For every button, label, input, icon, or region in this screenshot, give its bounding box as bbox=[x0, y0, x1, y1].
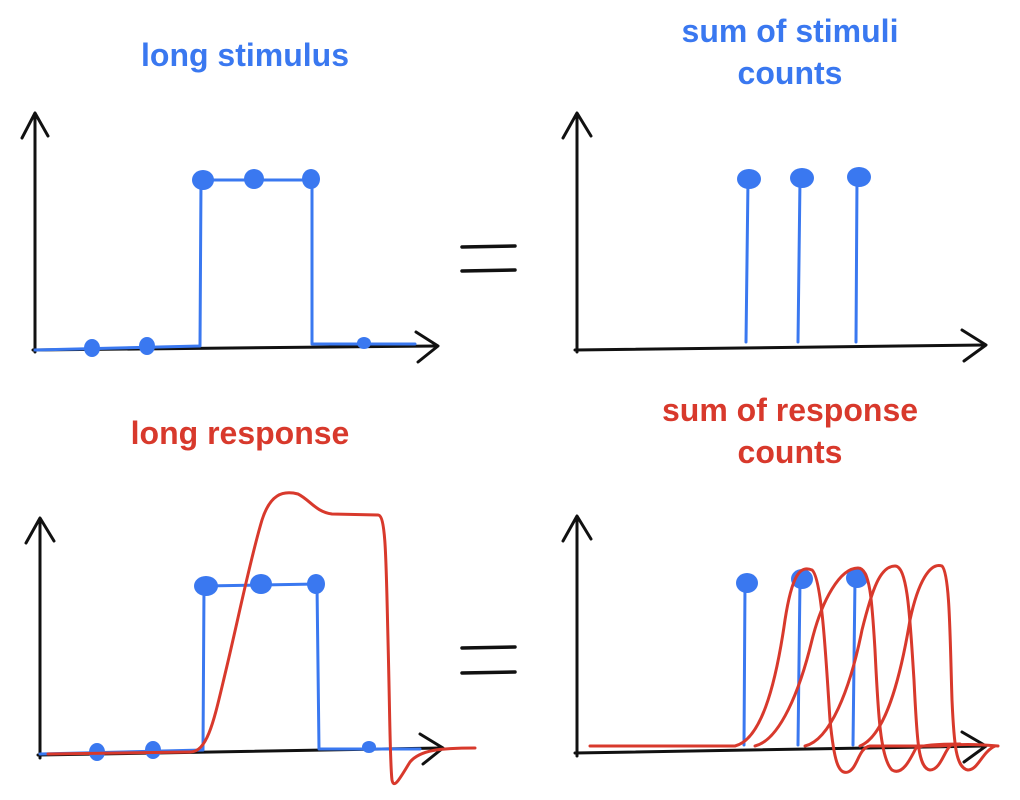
stimulus-pulse bbox=[35, 180, 415, 350]
stimulus-dot bbox=[84, 339, 100, 357]
stimulus-dot bbox=[192, 170, 214, 190]
response-curve-baseline bbox=[590, 569, 998, 773]
panel-sum-of-stimuli bbox=[563, 113, 986, 361]
stimulus-stem bbox=[798, 179, 800, 342]
stimulus-dot bbox=[736, 573, 758, 593]
axes-sum-of-response bbox=[563, 516, 986, 762]
response-curve bbox=[755, 568, 960, 771]
panel-sum-of-response bbox=[563, 516, 998, 772]
stimulus-dot bbox=[250, 574, 272, 594]
equals-icon bbox=[462, 647, 515, 673]
axes-long-response bbox=[26, 518, 443, 764]
stimulus-stems bbox=[746, 178, 857, 342]
panel-long-response bbox=[26, 493, 475, 784]
stimulus-dot bbox=[847, 167, 871, 187]
stimulus-dot bbox=[307, 574, 325, 594]
stimulus-dot bbox=[357, 337, 371, 349]
stimulus-dot bbox=[302, 169, 320, 189]
stimulus-dot bbox=[194, 576, 218, 596]
axes-long-stimulus bbox=[22, 113, 438, 362]
x-axis bbox=[575, 345, 985, 350]
stimulus-stem-heads bbox=[737, 167, 871, 189]
stimulus-dot bbox=[790, 168, 814, 188]
stimulus-dots bbox=[89, 574, 376, 761]
stimulus-stem bbox=[856, 178, 857, 342]
stimulus-stem bbox=[798, 580, 800, 745]
response-curves bbox=[590, 565, 998, 772]
stimulus-stem bbox=[746, 180, 748, 342]
equals-icon bbox=[462, 246, 515, 271]
stimulus-stem bbox=[744, 584, 745, 745]
stimulus-dot bbox=[737, 169, 761, 189]
stimulus-dot bbox=[145, 741, 161, 759]
stimulus-dot bbox=[362, 741, 376, 753]
response-curve bbox=[48, 493, 475, 784]
panel-long-stimulus bbox=[22, 113, 438, 362]
stimulus-dot bbox=[139, 337, 155, 355]
stimulus-pulse bbox=[40, 584, 420, 754]
axes-sum-of-stimuli bbox=[563, 113, 986, 361]
stimulus-dot bbox=[244, 169, 264, 189]
stimulus-dots bbox=[84, 169, 371, 357]
